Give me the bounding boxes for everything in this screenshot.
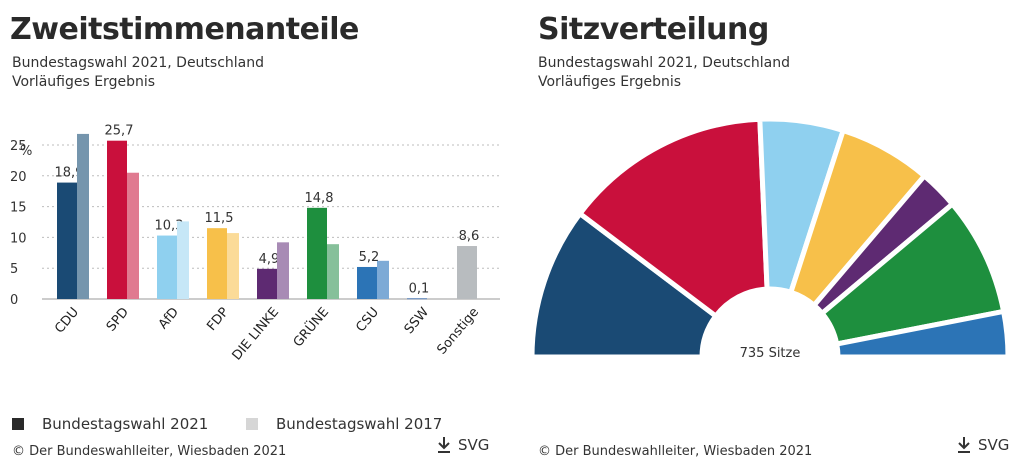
bar-legend: Bundestagswahl 2021 Bundestagswahl 2017 (10, 415, 510, 433)
seats-title: Sitzverteilung (538, 12, 769, 47)
seats-panel: Sitzverteilung Bundestagswahl 2021, Deut… (520, 0, 1024, 474)
seat-segment (833, 308, 1011, 360)
seat-distribution-hemicycle: 735 Sitze (529, 116, 1011, 361)
y-axis-unit: % (20, 144, 32, 159)
data-label: 25,7 (105, 124, 134, 139)
x-category-label: CDU (52, 305, 82, 337)
bar-2021 (457, 246, 477, 299)
bar-2021 (207, 228, 227, 299)
bar-2021 (257, 268, 277, 299)
x-category-label: SSW (402, 305, 432, 337)
bar-2017 (127, 172, 139, 299)
y-tick-label: 25 (10, 139, 27, 154)
data-label: 18,9 (55, 166, 84, 181)
bar-2021 (307, 207, 327, 299)
vote-share-bar-chart: 0 5 10 15 20 25% 18,9 CDU 25,7 SPD 10,3 AfD 11,5 FDP 4… (10, 124, 500, 363)
seats-svg-download-label: SVG (978, 436, 1010, 454)
y-tick-label: 20 (10, 170, 27, 185)
data-label: 4,9 (259, 252, 280, 267)
legend-label-2017: Bundestagswahl 2017 (276, 415, 443, 433)
seat-segment (576, 116, 770, 320)
votes-svg-download-button[interactable]: SVG (436, 436, 489, 454)
data-label: 14,8 (305, 191, 334, 206)
votes-subtitle: Bundestagswahl 2021, Deutschland (12, 55, 265, 71)
x-category-label: FDP (204, 305, 232, 334)
data-label: 0,1 (409, 281, 430, 296)
seats-copyright: © Der Bundeswahlleiter, Wiesbaden 2021 (538, 444, 813, 459)
bar-2017 (277, 242, 289, 299)
bar-2021 (107, 140, 127, 299)
legend-item-2017: Bundestagswahl 2017 (246, 415, 442, 433)
y-tick-label: 15 (10, 201, 27, 216)
votes-subtitle-status: Vorläufiges Ergebnis (12, 74, 156, 90)
total-seats-label: 735 Sitze (740, 346, 801, 361)
bar-2017 (377, 260, 389, 299)
seats-subtitle-status: Vorläufiges Ergebnis (538, 74, 682, 90)
download-icon (958, 437, 970, 453)
x-category-label: Sonstige (434, 305, 482, 358)
legend-swatch-2017 (246, 418, 258, 430)
votes-title: Zweitstimmenanteile (10, 12, 359, 47)
data-label: 8,6 (459, 229, 480, 244)
x-category-label: DIE LINKE (230, 305, 282, 363)
bar-2021 (357, 266, 377, 299)
data-label: 11,5 (205, 211, 234, 226)
seats-svg-download-button[interactable]: SVG (956, 436, 1009, 454)
bar-2017 (77, 133, 89, 299)
seat-segment (818, 200, 1007, 347)
y-tick-label: 10 (10, 231, 27, 246)
bar-2021 (57, 182, 77, 299)
data-label: 5,2 (359, 250, 380, 265)
bar-2021 (407, 298, 427, 300)
x-category-label: AfD (156, 305, 182, 332)
x-category-label: CSU (353, 305, 382, 335)
votes-copyright: © Der Bundeswahlleiter, Wiesbaden 2021 (12, 444, 287, 459)
legend-swatch-2021 (12, 418, 24, 430)
bar-2017 (227, 233, 239, 299)
votes-panel: Zweitstimmenanteile Bundestagswahl 2021,… (10, 12, 510, 459)
seats-subtitle: Bundestagswahl 2021, Deutschland (538, 55, 791, 71)
bar-2021 (157, 235, 177, 299)
y-tick-label: 5 (10, 262, 18, 277)
legend-label-2021: Bundestagswahl 2021 (42, 415, 209, 433)
seat-segment (529, 210, 720, 360)
download-icon (438, 437, 450, 453)
bar-2017 (327, 244, 339, 299)
x-category-label: SPD (104, 305, 132, 335)
votes-svg-download-label: SVG (458, 436, 490, 454)
bar-2017 (177, 221, 189, 299)
x-category-label: GRÜNE (289, 304, 332, 351)
data-label: 10,3 (155, 219, 184, 234)
legend-item-2021: Bundestagswahl 2021 (12, 415, 208, 433)
y-tick-label: 0 (10, 293, 18, 308)
